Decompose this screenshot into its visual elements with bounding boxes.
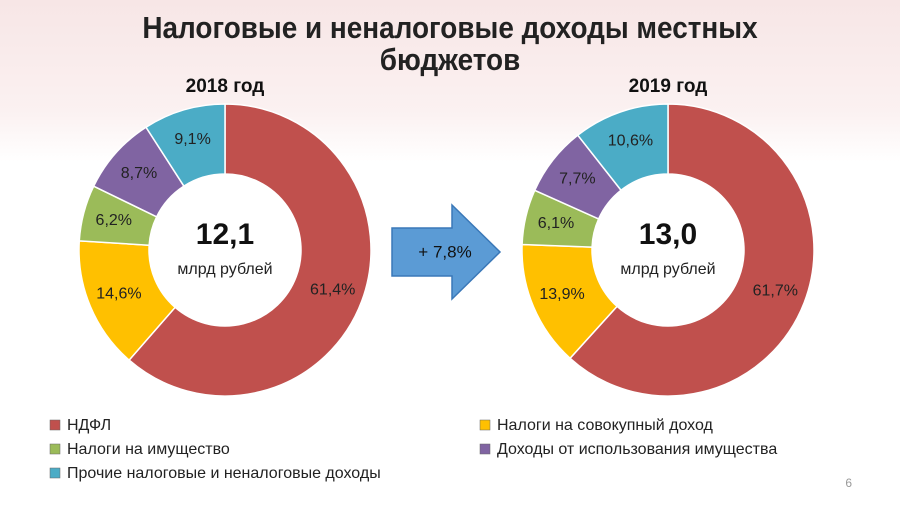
value-label: 6,1%: [538, 215, 574, 232]
center-unit: млрд рублей: [620, 261, 715, 278]
legend-swatch: [49, 419, 61, 431]
value-label: 9,1%: [174, 131, 210, 148]
value-label: 7,7%: [559, 170, 595, 187]
legend-label: Прочие налоговые и неналоговые доходы: [67, 465, 381, 482]
center-unit: млрд рублей: [177, 261, 272, 278]
page-number: 6: [845, 476, 852, 490]
legend-label: Налоги на имущество: [67, 441, 230, 458]
value-label: 6,2%: [96, 212, 132, 229]
value-label: 14,6%: [96, 286, 141, 303]
slide-title: Налоговые и неналоговые доходы местных б…: [142, 10, 758, 77]
value-label: 13,9%: [539, 286, 584, 303]
legend-swatch: [479, 419, 491, 431]
legend-swatch: [49, 467, 61, 479]
value-label: 61,4%: [310, 282, 355, 299]
legend-label: Налоги на совокупный доход: [497, 417, 714, 434]
chart-subtitle: 2018 год: [186, 76, 265, 97]
legend-swatch: [49, 443, 61, 455]
center-value: 13,0: [639, 218, 697, 251]
arrow: [391, 203, 502, 301]
legend-label: НДФЛ: [67, 417, 111, 434]
legend-swatch: [479, 443, 491, 455]
donut-hole: [149, 174, 301, 326]
value-label: 10,6%: [608, 133, 653, 150]
donut-hole: [592, 174, 744, 326]
value-label: 61,7%: [753, 283, 798, 300]
center-value: 12,1: [196, 218, 254, 251]
change-label: + 7,8%: [418, 242, 471, 261]
legend-label: Доходы от использования имущества: [497, 441, 777, 458]
chart-subtitle: 2019 год: [629, 76, 708, 97]
value-label: 8,7%: [121, 165, 157, 182]
